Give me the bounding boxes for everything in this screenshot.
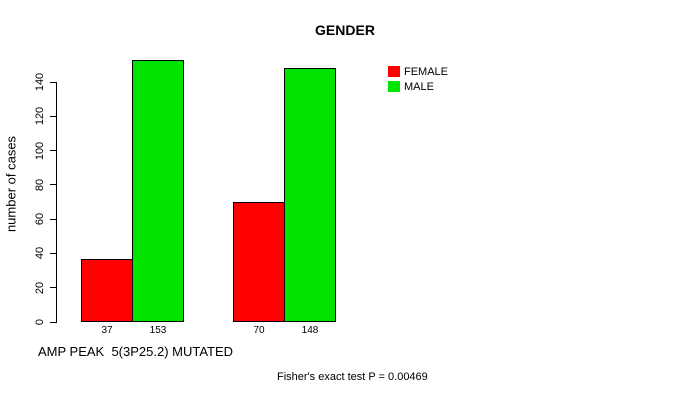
y-tick-label: 60 (34, 213, 46, 226)
legend-entry: MALE (388, 79, 448, 94)
y-axis-tick (50, 115, 56, 117)
y-tick-label: 140 (34, 72, 46, 92)
y-axis-tick (50, 287, 56, 289)
bar-value-label: 37 (101, 325, 113, 336)
x-axis-label: AMP PEAK 5(3P25.2) MUTATED (38, 344, 234, 359)
female-bar (81, 258, 133, 322)
legend-swatch-female (388, 66, 400, 77)
legend: FEMALE MALE (388, 64, 448, 94)
legend-swatch-male (388, 81, 400, 92)
legend-entry: FEMALE (388, 64, 448, 79)
bar-value-label: 70 (253, 325, 265, 336)
y-tick-label: 120 (34, 107, 46, 126)
bar-value-label: 153 (149, 325, 167, 336)
chart-title: GENDER (315, 22, 375, 38)
legend-label: MALE (404, 80, 434, 93)
y-axis-tick (50, 218, 56, 220)
y-axis-tick (50, 81, 56, 83)
y-tick-label: 20 (34, 281, 46, 294)
y-tick-label: 40 (34, 247, 46, 260)
y-axis-line (56, 82, 57, 323)
y-tick-label: 0 (34, 318, 46, 326)
y-tick-label: 80 (34, 178, 46, 191)
y-axis-tick (50, 150, 56, 152)
female-bar (233, 202, 285, 322)
y-axis-tick (50, 184, 56, 186)
male-bar (284, 68, 336, 322)
y-axis-tick (50, 321, 56, 323)
y-axis-tick (50, 252, 56, 254)
caption-text: Fisher's exact test P = 0.00469 (277, 371, 428, 383)
y-tick-label: 100 (34, 141, 46, 160)
legend-label: FEMALE (404, 65, 449, 78)
bar-value-label: 148 (301, 325, 319, 336)
male-bar (132, 59, 184, 322)
